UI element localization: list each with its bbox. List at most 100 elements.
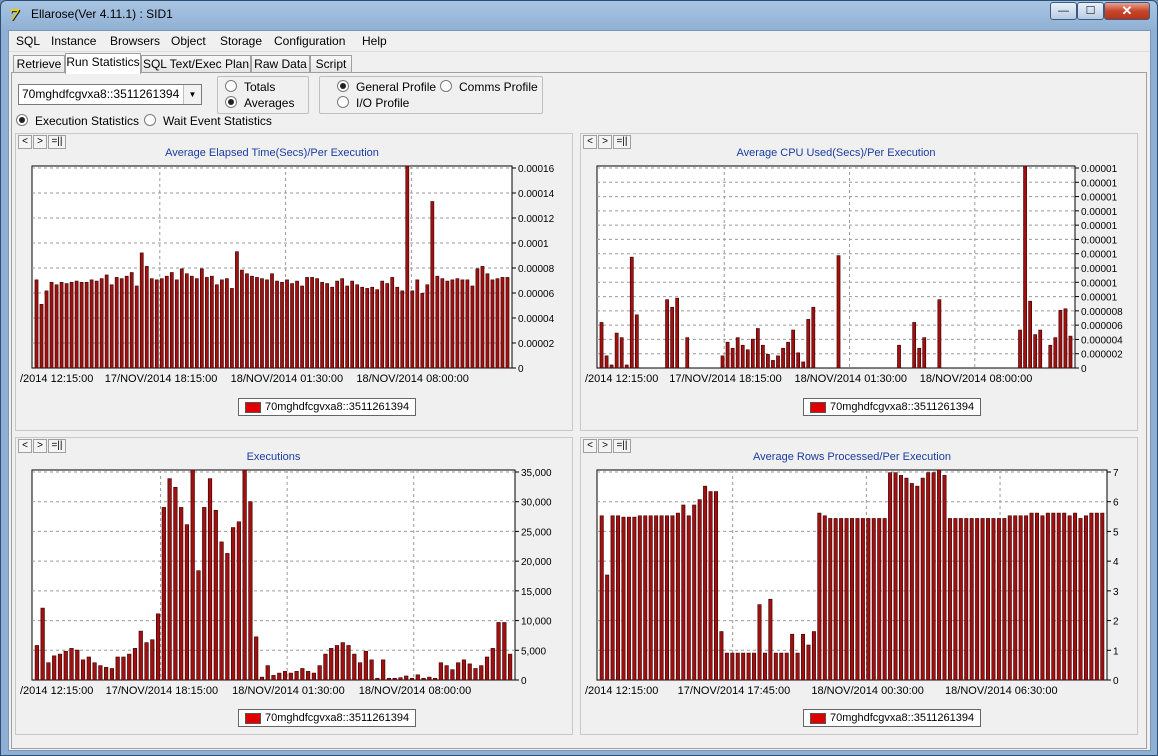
bar[interactable] xyxy=(490,648,495,681)
bar[interactable] xyxy=(912,322,917,369)
bar[interactable] xyxy=(34,279,39,369)
bar[interactable] xyxy=(836,255,841,369)
bar[interactable] xyxy=(996,518,1001,681)
bar[interactable] xyxy=(390,277,395,369)
bar[interactable] xyxy=(236,521,241,681)
bar[interactable] xyxy=(898,475,903,681)
bar[interactable] xyxy=(355,284,360,369)
bar[interactable] xyxy=(626,516,631,681)
bar[interactable] xyxy=(697,499,702,681)
bar[interactable] xyxy=(922,337,927,369)
bar[interactable] xyxy=(828,518,833,681)
bar[interactable] xyxy=(114,277,119,369)
bar[interactable] xyxy=(643,515,648,681)
bar[interactable] xyxy=(415,279,420,369)
bar[interactable] xyxy=(761,344,765,369)
bar[interactable] xyxy=(375,677,380,681)
bar[interactable] xyxy=(450,669,455,681)
bar[interactable] xyxy=(460,279,465,369)
bar[interactable] xyxy=(909,483,914,681)
menu-instance[interactable]: Instance xyxy=(51,34,97,48)
bar[interactable] xyxy=(822,515,827,681)
bar[interactable] xyxy=(290,283,294,369)
bar[interactable] xyxy=(1035,512,1039,681)
bar[interactable] xyxy=(1013,515,1018,681)
bar[interactable] xyxy=(969,518,974,681)
bar[interactable] xyxy=(385,283,390,369)
bar[interactable] xyxy=(675,512,680,681)
bar[interactable] xyxy=(465,279,470,369)
bar[interactable] xyxy=(104,667,109,681)
radio-averages[interactable]: Averages xyxy=(225,96,294,110)
bar[interactable] xyxy=(740,344,745,369)
bar[interactable] xyxy=(127,653,132,681)
bar[interactable] xyxy=(730,652,735,681)
bar[interactable] xyxy=(975,518,980,681)
bar[interactable] xyxy=(1045,512,1050,681)
bar[interactable] xyxy=(207,478,213,681)
bar[interactable] xyxy=(796,352,801,369)
bar[interactable] xyxy=(285,279,289,369)
bar[interactable] xyxy=(964,518,969,681)
bar[interactable] xyxy=(196,570,201,681)
bar[interactable] xyxy=(260,278,264,369)
bar[interactable] xyxy=(109,668,114,681)
bar[interactable] xyxy=(242,469,247,681)
bar[interactable] xyxy=(69,282,74,369)
bar[interactable] xyxy=(904,477,909,681)
bar[interactable] xyxy=(167,478,172,681)
bar[interactable] xyxy=(882,518,887,681)
bar[interactable] xyxy=(681,504,686,681)
bar[interactable] xyxy=(634,314,639,369)
bar[interactable] xyxy=(271,675,276,681)
bar[interactable] xyxy=(63,650,68,681)
bar[interactable] xyxy=(421,677,426,681)
bar[interactable] xyxy=(790,633,795,681)
close-button[interactable]: ✕ xyxy=(1104,2,1150,20)
next-button[interactable]: > xyxy=(598,135,612,149)
bar[interactable] xyxy=(654,515,659,681)
bar[interactable] xyxy=(210,275,214,369)
minimize-button[interactable]: — xyxy=(1050,2,1077,20)
bar[interactable] xyxy=(1083,515,1088,681)
bar[interactable] xyxy=(220,279,224,369)
bar[interactable] xyxy=(231,527,236,681)
bar[interactable] xyxy=(614,332,619,369)
bar[interactable] xyxy=(1073,512,1078,681)
bar[interactable] xyxy=(288,672,293,681)
bar[interactable] xyxy=(84,282,89,369)
bar[interactable] xyxy=(484,656,490,681)
bar[interactable] xyxy=(855,518,860,681)
radio-comms-profile[interactable]: Comms Profile xyxy=(440,80,538,94)
bar[interactable] xyxy=(164,275,169,369)
tab-script[interactable]: Script xyxy=(310,55,352,73)
bar[interactable] xyxy=(779,652,784,681)
bar[interactable] xyxy=(280,282,284,369)
bar[interactable] xyxy=(346,645,351,681)
bar[interactable] xyxy=(480,266,485,369)
bar[interactable] xyxy=(479,665,484,681)
bar[interactable] xyxy=(844,518,849,681)
bar[interactable] xyxy=(323,653,328,681)
bar[interactable] xyxy=(629,256,634,369)
bar[interactable] xyxy=(937,469,942,681)
bar[interactable] xyxy=(1040,515,1045,681)
bar[interactable] xyxy=(144,642,149,681)
bar[interactable] xyxy=(599,322,604,369)
maximize-button[interactable]: ☐ xyxy=(1077,2,1104,20)
bar[interactable] xyxy=(184,273,189,369)
bar[interactable] xyxy=(610,515,615,681)
bar[interactable] xyxy=(1029,512,1034,681)
chevron-down-icon[interactable]: ▼ xyxy=(183,85,201,104)
bar[interactable] xyxy=(52,655,57,681)
bar[interactable] xyxy=(1094,512,1099,681)
bar[interactable] xyxy=(381,659,386,681)
bar[interactable] xyxy=(205,277,209,369)
bar[interactable] xyxy=(169,272,174,369)
bar[interactable] xyxy=(791,329,796,369)
bar[interactable] xyxy=(752,652,757,681)
bar[interactable] xyxy=(917,347,922,369)
bar[interactable] xyxy=(155,613,161,681)
bar[interactable] xyxy=(686,515,691,681)
bar[interactable] xyxy=(703,485,708,681)
